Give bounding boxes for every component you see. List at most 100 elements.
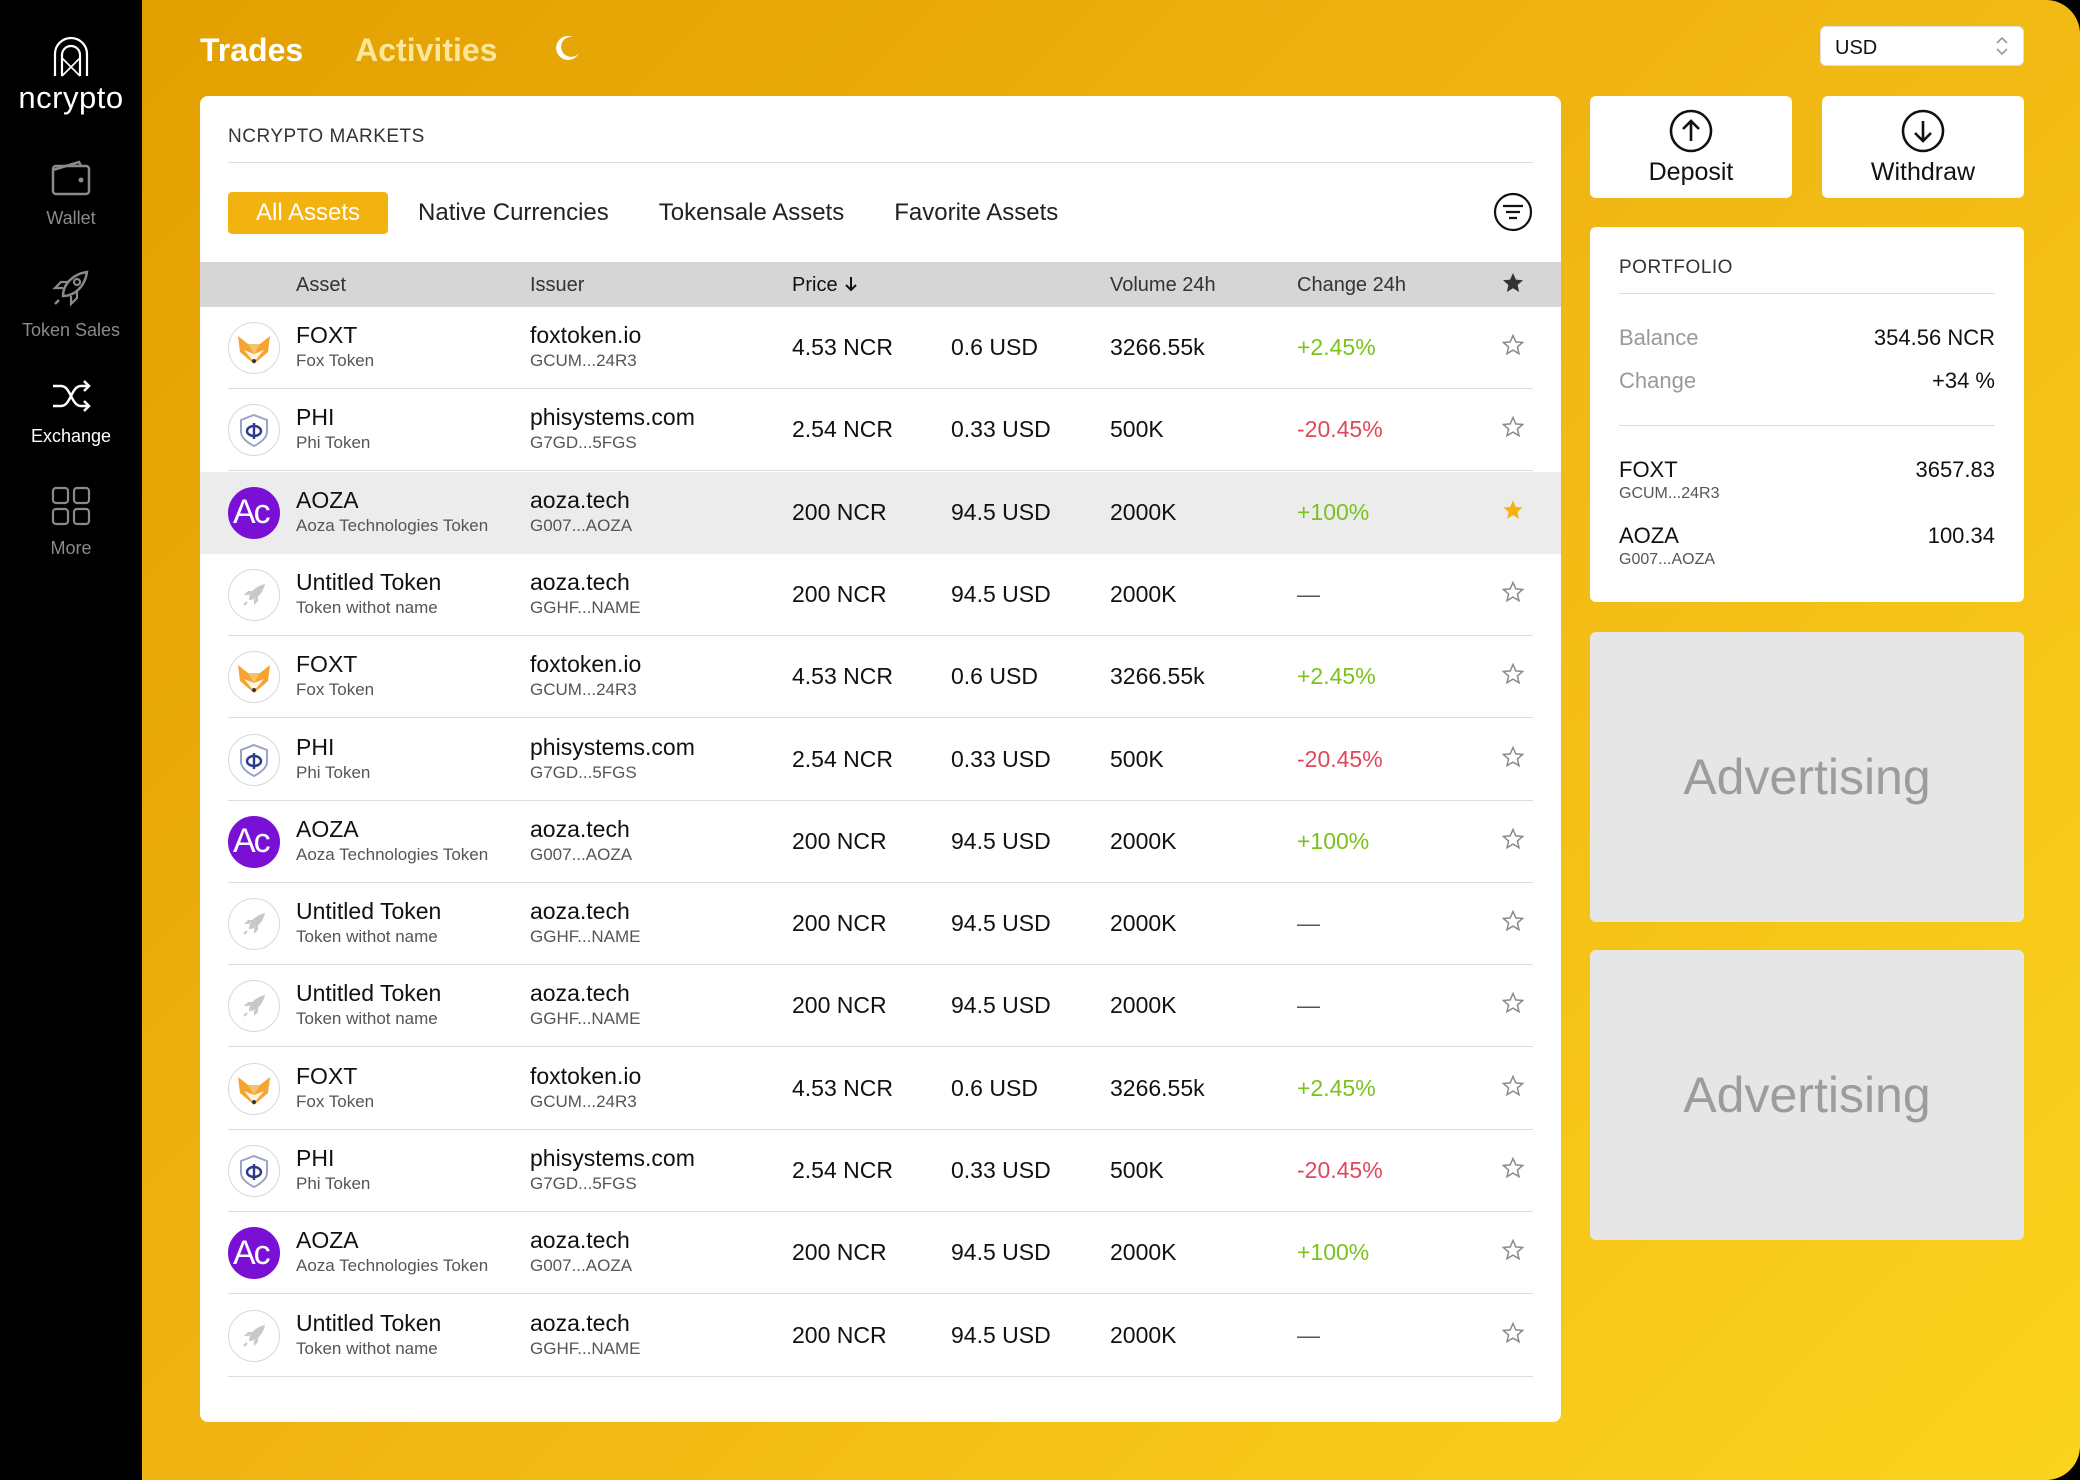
star-outline-icon[interactable] [1501,333,1525,362]
star-outline-icon[interactable] [1501,991,1525,1020]
tab-trades[interactable]: Trades [200,31,304,68]
price-usd: 94.5 USD [951,1321,1051,1348]
divider [228,162,1533,163]
table-row[interactable]: Untitled Token Token withot name aoza.tech… [200,883,1561,966]
issuer-domain[interactable]: foxtoken.io [530,1062,642,1089]
rocket-logo-icon [243,1324,265,1347]
row-divider [228,717,1533,719]
tab-activities[interactable]: Activities [355,31,498,68]
withdraw-button[interactable]: Withdraw [1822,96,2024,198]
token-avatar: Ac [228,1227,280,1280]
table-row[interactable]: Untitled Token Token withot name aoza.tech… [200,1295,1561,1377]
table-row[interactable]: PHI Phi Token phisystems.com G7GD...5FGS 2.5… [200,719,1561,801]
issuer-domain[interactable]: phisystems.com [530,733,695,760]
price-ncr: 4.53 NCR [792,334,893,360]
logo[interactable]: ncrypto [0,34,142,116]
row-divider [228,1211,1533,1212]
issuer-id: G7GD...5FGS [530,433,637,453]
issuer-domain[interactable]: aoza.tech [530,1227,630,1254]
issuer-domain[interactable]: phisystems.com [530,1145,695,1171]
filter-icon[interactable] [1493,192,1533,237]
issuer-domain[interactable]: foxtoken.io [530,651,642,678]
asset-name: Aoza Technologies Token [296,844,489,864]
table-row[interactable]: FOXT Fox Token foxtoken.io GCUM...24R3 4.53 … [200,307,1561,389]
portfolio-asset-symbol[interactable]: FOXT [1619,457,1678,482]
issuer-id: G007...AOZA [530,1256,633,1276]
asset-symbol: Untitled Token [296,568,442,595]
deposit-label: Deposit [1648,158,1734,186]
portfolio-asset-symbol[interactable]: AOZA [1619,523,1679,548]
table-row[interactable]: FOXT Fox Token foxtoken.io GCUM...24R3 4.53 … [200,1048,1561,1130]
price-ncr: 200 NCR [792,498,887,525]
column-header-volume[interactable]: Volume 24h [1110,274,1216,296]
issuer-domain[interactable]: aoza.tech [530,898,630,925]
price-usd: 0.33 USD [951,416,1051,443]
moon-icon[interactable] [553,33,583,68]
filter-tab-all-assets[interactable]: All Assets [228,192,389,234]
issuer-domain[interactable]: aoza.tech [530,1309,630,1336]
star-filled-icon[interactable] [1501,498,1525,527]
sidebar-item-label: Exchange [30,426,112,446]
sidebar-item-wallet[interactable]: Wallet [0,158,142,229]
deposit-button[interactable]: Deposit [1590,96,1792,198]
price-usd: 0.6 USD [951,1074,1038,1101]
volume-24h: 3266.55k [1110,663,1205,690]
price-usd: 0.6 USD [951,663,1038,690]
advertising-banner[interactable]: Advertising [1590,950,2024,1240]
issuer-domain[interactable]: foxtoken.io [530,322,642,348]
sidebar-item-token-sales[interactable]: Token Sales [0,266,142,341]
asset-symbol: PHI [296,733,335,760]
currency-value: USD [1835,37,1878,59]
table-row[interactable]: PHI Phi Token phisystems.com G7GD...5FGS 2.5… [200,1130,1561,1212]
sidebar-item-more[interactable]: More [0,484,142,559]
star-outline-icon[interactable] [1501,1074,1525,1103]
issuer-domain[interactable]: phisystems.com [530,404,695,431]
table-row[interactable]: Untitled Token Token withot name aoza.tech… [200,965,1561,1048]
star-outline-icon[interactable] [1501,1238,1525,1267]
table-row[interactable]: Ac AOZA Aoza Technologies Token aoza.tech G0… [200,801,1561,883]
filter-tab-tokensale-assets[interactable]: Tokensale Assets [658,199,845,226]
column-header-issuer[interactable]: Issuer [530,274,585,296]
issuer-domain[interactable]: aoza.tech [530,815,630,842]
change-label: Change [1619,368,1697,393]
table-row[interactable]: Ac AOZA Aoza Technologies Token aoza.tech G0… [200,471,1561,554]
star-outline-icon[interactable] [1501,827,1525,856]
favorite-column-star-icon[interactable] [1501,271,1525,301]
filter-tab-favorite-assets[interactable]: Favorite Assets [894,199,1059,226]
column-header-price-label: Price [792,274,838,296]
row-divider [228,881,1533,883]
asset-name: Phi Token [296,1174,371,1193]
arrow-down-circle-icon [1901,109,1945,153]
column-header-change[interactable]: Change 24h [1297,274,1406,296]
table-row[interactable]: Ac AOZA Aoza Technologies Token aoza.tech G0… [200,1212,1561,1295]
advertising-banner[interactable]: Advertising [1590,632,2024,922]
asset-name: Phi Token [296,762,371,782]
table-row[interactable]: PHI Phi Token phisystems.com G7GD...5FGS 2.5… [200,389,1561,472]
issuer-id: GGHF...NAME [530,597,641,617]
table-row[interactable]: Untitled Token Token withot name aoza.tech… [200,554,1561,636]
asset-name: Token withot name [296,597,438,617]
token-avatar [228,898,280,951]
asset-name: Token withot name [296,1338,438,1358]
sidebar-item-exchange[interactable]: Exchange [0,376,142,447]
filter-tab-native-currencies[interactable]: Native Currencies [418,199,609,226]
star-outline-icon[interactable] [1501,415,1525,444]
column-header-asset[interactable]: Asset [296,274,347,296]
issuer-domain[interactable]: aoza.tech [530,486,630,513]
currency-select[interactable]: USD [1820,26,2024,66]
star-outline-icon[interactable] [1501,1156,1525,1185]
star-outline-icon[interactable] [1501,745,1525,774]
star-outline-icon[interactable] [1501,580,1525,609]
change-24h: — [1297,1321,1320,1348]
issuer-domain[interactable]: aoza.tech [530,568,630,595]
star-outline-icon[interactable] [1501,662,1525,691]
column-header-price[interactable]: Price [792,274,859,297]
issuer-domain[interactable]: aoza.tech [530,980,630,1007]
balance-value: 354.56 NCR [1873,325,1995,350]
row-divider [228,1375,1533,1377]
star-outline-icon[interactable] [1501,909,1525,938]
star-outline-icon[interactable] [1501,1321,1525,1350]
table-row[interactable]: FOXT Fox Token foxtoken.io GCUM...24R3 4.53 … [200,636,1561,719]
change-24h: — [1297,580,1320,607]
price-ncr: 200 NCR [792,910,887,937]
